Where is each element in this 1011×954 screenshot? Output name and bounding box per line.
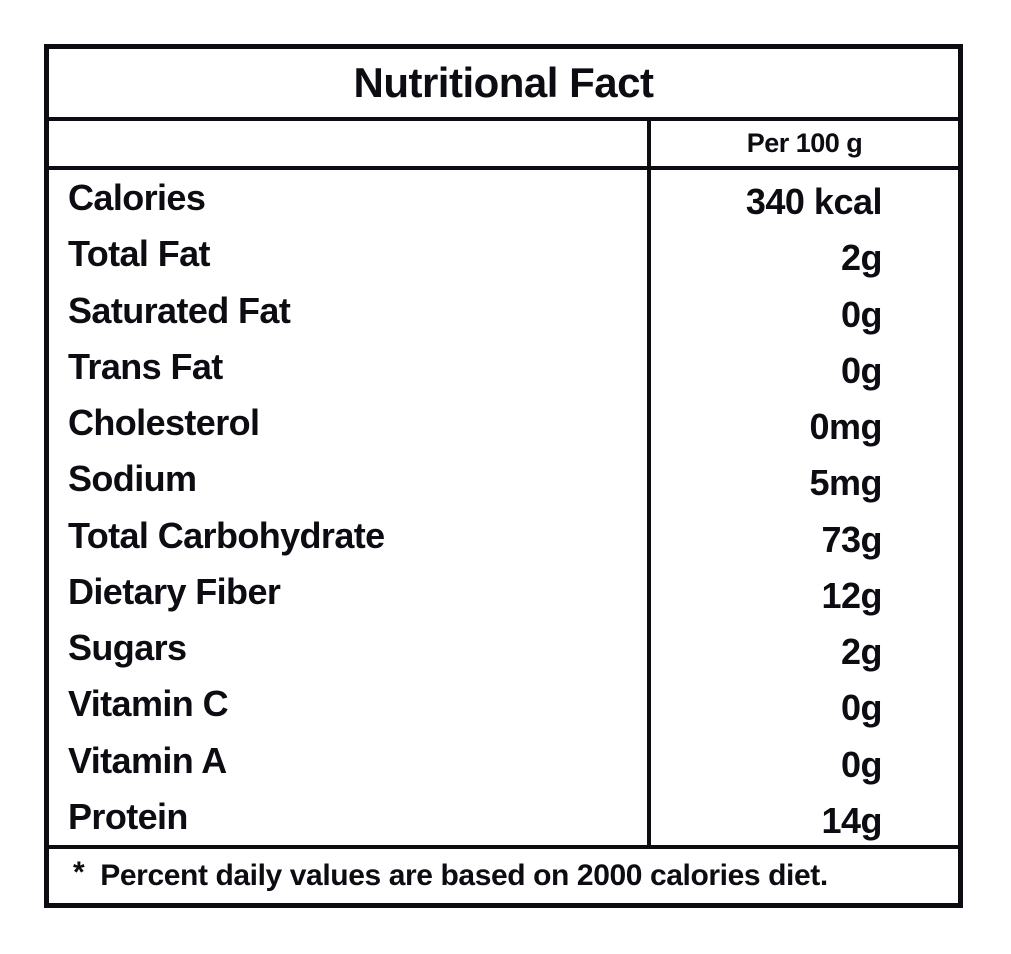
nutrient-value-text: 2g <box>840 237 883 279</box>
nutrient-label: Dietary Fiber <box>68 570 281 612</box>
table-row: Trans Fat 0g <box>49 338 958 395</box>
table-title: Nutritional Fact <box>49 49 958 121</box>
nutrient-value: 0g <box>647 732 958 789</box>
nutrient-value: 73g <box>647 507 958 564</box>
table-row: Calories 340 kcal <box>49 170 958 227</box>
nutrient-value-text: 2g <box>840 631 883 673</box>
nutrient-value: 0g <box>647 676 958 733</box>
nutrient-label: Trans Fat <box>68 345 223 387</box>
table-header-row: Per 100 g <box>49 121 958 170</box>
table-body: Calories 340 kcal Total Fat 2g Saturated… <box>49 170 958 845</box>
nutrient-value-text: 340 kcal <box>745 181 883 223</box>
nutrient-value-text: 14g <box>821 799 882 841</box>
table-row: Saturated Fat 0g <box>49 282 958 339</box>
nutrient-label: Calories <box>68 177 206 219</box>
nutrient-value: 2g <box>647 620 958 677</box>
nutrient-value-text: 0g <box>840 293 883 335</box>
nutrient-value: 0mg <box>647 395 958 452</box>
nutrient-label: Total Fat <box>68 233 211 275</box>
nutrient-value: 12g <box>647 563 958 620</box>
nutrient-label: Sodium <box>68 458 197 500</box>
nutrient-label: Total Carbohydrate <box>68 514 385 556</box>
nutrient-label: Sugars <box>68 627 187 669</box>
table-row: Cholesterol 0mg <box>49 395 958 452</box>
nutrient-label: Saturated Fat <box>68 289 291 331</box>
footnote-asterisk: * <box>73 856 85 889</box>
table-row: Dietary Fiber 12g <box>49 563 958 620</box>
nutrient-label: Protein <box>68 795 188 837</box>
nutrient-value: 5mg <box>647 451 958 508</box>
nutrient-value: 0g <box>647 282 958 339</box>
table-row: Total Fat 2g <box>49 226 958 283</box>
nutrient-label: Vitamin C <box>68 683 229 725</box>
nutrient-value-text: 5mg <box>809 462 882 504</box>
nutrient-value: 340 kcal <box>647 170 958 227</box>
nutrient-value-text: 12g <box>821 574 882 616</box>
header-amount-column: Per 100 g <box>647 121 958 166</box>
table-footnote: * Percent daily values are based on 2000… <box>49 845 958 903</box>
nutrient-value-text: 0g <box>840 743 883 785</box>
table-row: Vitamin C 0g <box>49 676 958 733</box>
nutrient-label: Vitamin A <box>68 739 227 781</box>
header-empty-cell <box>49 121 647 166</box>
nutrient-value-text: 73g <box>821 518 882 560</box>
table-row: Vitamin A 0g <box>49 732 958 789</box>
nutrient-value-text: 0mg <box>809 406 882 448</box>
nutrient-value: 2g <box>647 226 958 283</box>
table-row: Sodium 5mg <box>49 451 958 508</box>
nutrient-label: Cholesterol <box>68 402 260 444</box>
nutrient-value: 0g <box>647 338 958 395</box>
nutrient-value-text: 0g <box>840 349 883 391</box>
nutrient-value-text: 0g <box>840 687 883 729</box>
table-row: Total Carbohydrate 73g <box>49 507 958 564</box>
nutrient-value: 14g <box>647 788 958 845</box>
table-row: Protein 14g <box>49 788 958 845</box>
nutrition-facts-table: Nutritional Fact Per 100 g Calories 340 … <box>44 44 963 908</box>
footnote-text: Percent daily values are based on 2000 c… <box>100 859 828 892</box>
table-row: Sugars 2g <box>49 620 958 677</box>
